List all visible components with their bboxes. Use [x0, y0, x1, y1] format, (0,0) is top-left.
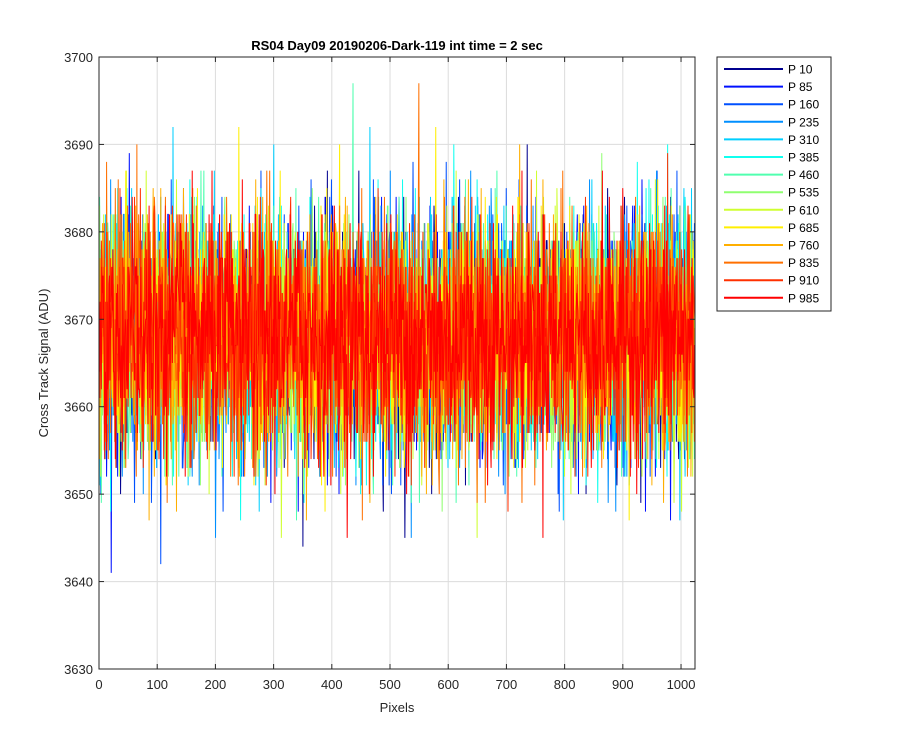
legend-label: P 460: [788, 168, 819, 182]
legend-label: P 310: [788, 133, 819, 147]
y-tick-label: 3650: [64, 487, 93, 502]
series-layer: [98, 83, 696, 573]
x-axis-label: Pixels: [380, 700, 415, 715]
y-tick-label: 3690: [64, 137, 93, 152]
x-tick-label: 700: [496, 677, 518, 692]
legend-label: P 835: [788, 256, 819, 270]
legend-label: P 610: [788, 203, 819, 217]
y-tick-label: 3700: [64, 50, 93, 65]
legend-label: P 85: [788, 80, 813, 94]
legend-label: P 10: [788, 63, 813, 77]
y-tick-label: 3660: [64, 400, 93, 415]
chart-title: RS04 Day09 20190206-Dark-119 int time = …: [251, 38, 543, 53]
x-tick-label: 0: [95, 677, 102, 692]
series-line: [98, 170, 695, 538]
legend-label: P 910: [788, 274, 819, 288]
legend-label: P 235: [788, 115, 819, 129]
legend-label: P 535: [788, 186, 819, 200]
x-tick-label: 100: [146, 677, 168, 692]
y-tick-label: 3640: [64, 575, 93, 590]
y-tick-label: 3630: [64, 662, 93, 677]
x-tick-label: 200: [205, 677, 227, 692]
legend-label: P 160: [788, 98, 819, 112]
legend: P 10 P 85 P 160 P 235 P 310 P 385 P 460 P 535 P …: [716, 56, 832, 312]
x-tick-label: 800: [554, 677, 576, 692]
legend-label: P 385: [788, 151, 819, 165]
legend-label: P 760: [788, 239, 819, 253]
legend-label: P 685: [788, 221, 819, 235]
legend-box: [716, 56, 832, 312]
x-tick-label: 1000: [667, 677, 696, 692]
x-tick-label: 500: [379, 677, 401, 692]
x-tick-label: 600: [437, 677, 459, 692]
x-tick-label: 900: [612, 677, 634, 692]
plot-area: 0 100 200 300 400 500 600 700 800 900 1000 3630 3640…: [64, 50, 696, 692]
x-tick-label: 400: [321, 677, 343, 692]
legend-label: P 985: [788, 291, 819, 305]
tick-layer: 0 100 200 300 400 500 600 700 800 900 1000 3630 3640…: [64, 50, 695, 692]
axes-box: [98, 56, 696, 670]
y-axis-label: Cross Track Signal (ADU): [36, 289, 51, 438]
y-tick-label: 3680: [64, 225, 93, 240]
x-tick-label: 300: [263, 677, 285, 692]
legend-items: P 10 P 85 P 160 P 235 P 310 P 385 P 460 P 535 P …: [724, 63, 819, 305]
y-tick-label: 3670: [64, 312, 93, 327]
